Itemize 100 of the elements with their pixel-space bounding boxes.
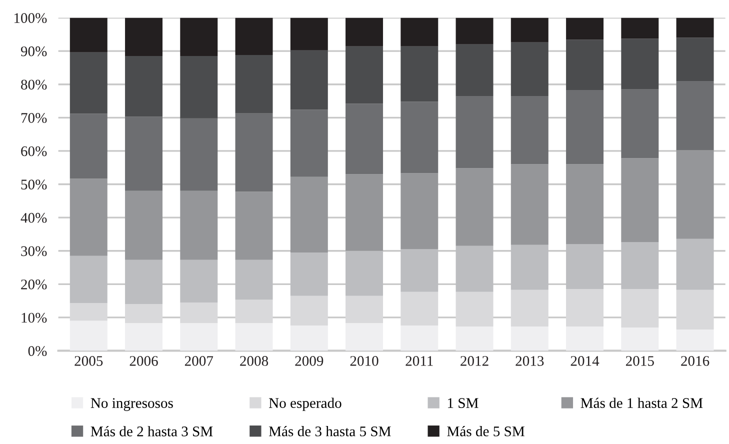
bar bbox=[125, 18, 163, 56]
bar bbox=[676, 18, 714, 38]
bar bbox=[456, 292, 494, 326]
bar bbox=[290, 296, 328, 326]
legend-label: No ingresosos bbox=[90, 398, 173, 411]
bar bbox=[510, 18, 548, 42]
x-tick-label: 2009 bbox=[295, 356, 324, 366]
bar bbox=[400, 18, 438, 46]
y-tick-label: 10% bbox=[22, 312, 47, 323]
legend-label: 1 SM bbox=[448, 398, 478, 408]
bar bbox=[290, 176, 328, 253]
bar bbox=[566, 18, 604, 40]
bar bbox=[566, 90, 604, 164]
bar bbox=[346, 46, 384, 104]
y-tick-label: 50% bbox=[21, 180, 47, 190]
bar bbox=[676, 150, 714, 239]
bar bbox=[456, 18, 494, 44]
bar bbox=[510, 42, 548, 96]
bar bbox=[621, 327, 659, 351]
y-tick-label: 0% bbox=[28, 346, 47, 356]
bar bbox=[235, 55, 273, 114]
y-tick-label: 20% bbox=[21, 280, 47, 290]
x-tick-label: 2016 bbox=[681, 356, 710, 366]
bar bbox=[180, 190, 218, 260]
bar bbox=[676, 329, 714, 351]
bar bbox=[621, 38, 659, 90]
y-tick-label: 60% bbox=[21, 146, 47, 156]
legend-label: Más de 5 SM bbox=[447, 426, 524, 436]
bar bbox=[566, 289, 604, 326]
x-tick-label: 2006 bbox=[130, 356, 158, 366]
bar bbox=[566, 326, 604, 351]
y-tick-label: 80% bbox=[21, 80, 47, 90]
bar bbox=[235, 192, 273, 260]
bar bbox=[180, 18, 218, 56]
bar bbox=[400, 102, 438, 174]
bar bbox=[400, 173, 438, 250]
bar bbox=[70, 303, 108, 321]
bar bbox=[346, 174, 384, 251]
bar bbox=[235, 323, 273, 351]
legend-label: No esperado bbox=[268, 398, 342, 411]
bar bbox=[70, 178, 108, 256]
bar bbox=[566, 40, 604, 90]
bar bbox=[70, 320, 108, 351]
bar bbox=[70, 52, 108, 114]
bar bbox=[621, 18, 659, 39]
bar bbox=[70, 18, 108, 52]
bar bbox=[346, 323, 384, 351]
bar bbox=[400, 46, 438, 102]
y-tick-label: 90% bbox=[20, 46, 47, 56]
bar bbox=[621, 289, 659, 328]
bar bbox=[290, 50, 328, 110]
bar bbox=[621, 158, 659, 242]
bar bbox=[125, 56, 163, 117]
y-tick-label: 30% bbox=[21, 246, 47, 256]
x-tick-label: 2005 bbox=[74, 356, 103, 366]
bar bbox=[676, 81, 714, 150]
bar bbox=[290, 110, 328, 177]
bar bbox=[510, 326, 548, 351]
x-tick-label: 2007 bbox=[184, 356, 214, 366]
bar bbox=[290, 325, 328, 351]
x-tick-label: 2014 bbox=[570, 356, 600, 366]
bar bbox=[125, 190, 163, 260]
y-tick-label: 100% bbox=[14, 13, 47, 24]
bar bbox=[400, 292, 438, 326]
bar bbox=[235, 113, 273, 192]
y-tick-label: 70% bbox=[21, 113, 47, 123]
bar bbox=[180, 56, 218, 118]
legend-label: Más de 1 hasta 2 SM bbox=[580, 398, 703, 408]
bar bbox=[125, 116, 163, 191]
bar bbox=[510, 96, 548, 164]
bar bbox=[125, 304, 163, 324]
x-tick-label: 2012 bbox=[460, 356, 488, 366]
bar bbox=[510, 164, 548, 245]
bar bbox=[676, 38, 714, 82]
bar bbox=[290, 18, 328, 50]
bar bbox=[510, 290, 548, 326]
bar bbox=[346, 104, 384, 174]
x-tick-label: 2011 bbox=[406, 356, 433, 366]
y-tick-label: 40% bbox=[20, 212, 47, 223]
x-tick-label: 2013 bbox=[516, 356, 544, 366]
x-tick-label: 2015 bbox=[626, 356, 654, 366]
bar bbox=[456, 44, 494, 96]
bar bbox=[456, 168, 494, 246]
bar bbox=[456, 326, 494, 351]
bar bbox=[566, 164, 604, 244]
bar bbox=[676, 290, 714, 330]
x-tick-label: 2010 bbox=[350, 356, 378, 366]
bar bbox=[180, 323, 218, 351]
bar bbox=[346, 18, 384, 46]
legend-label: Más de 2 hasta 3 SM bbox=[90, 426, 213, 436]
bar bbox=[180, 302, 218, 324]
legend-label: Más de 3 hasta 5 SM bbox=[268, 426, 391, 436]
bar bbox=[346, 296, 384, 324]
bar bbox=[621, 89, 659, 158]
bar bbox=[456, 96, 494, 168]
x-tick-label: 2008 bbox=[240, 356, 268, 366]
bar bbox=[235, 300, 273, 324]
bar bbox=[70, 114, 108, 179]
bar bbox=[180, 118, 218, 191]
bar bbox=[235, 18, 273, 56]
